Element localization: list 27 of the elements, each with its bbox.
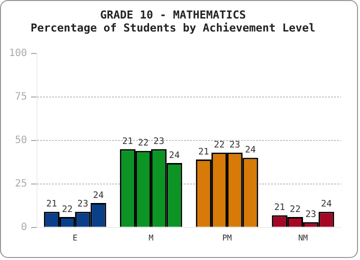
text: 23 xyxy=(305,210,316,220)
text: 22 xyxy=(138,138,149,149)
series-label: 23 xyxy=(77,200,88,210)
chart-subtitle: Percentage of Students by Achievement Level xyxy=(30,22,316,35)
chart-title: GRADE 10 - MATHEMATICS xyxy=(100,8,246,22)
y-tick-label: 75 xyxy=(15,91,28,102)
text: 21 xyxy=(274,203,286,214)
y-tick-label: 50 xyxy=(15,134,28,146)
y-tick-label: 100 xyxy=(9,48,28,59)
series-label: 24 xyxy=(92,190,104,201)
text: 21 xyxy=(198,147,210,158)
text: 22 xyxy=(290,204,301,215)
y-tick-label: 25 xyxy=(15,178,28,190)
text: 24 xyxy=(320,200,332,210)
text: 21 xyxy=(122,136,134,147)
text: 23 xyxy=(153,136,164,147)
series-label: 22 xyxy=(62,204,73,215)
x-tick-label: E xyxy=(72,233,78,242)
text: 23 xyxy=(229,140,240,150)
series-label: 21 xyxy=(46,200,58,210)
text: 24 xyxy=(168,150,180,161)
x-tick-label: NM xyxy=(298,233,308,242)
text: 24 xyxy=(244,146,256,156)
x-tick-label: PM xyxy=(222,233,232,242)
x-tick-label: M xyxy=(148,233,154,242)
y-tick-label: 0 xyxy=(21,222,28,233)
text: 22 xyxy=(214,140,225,150)
